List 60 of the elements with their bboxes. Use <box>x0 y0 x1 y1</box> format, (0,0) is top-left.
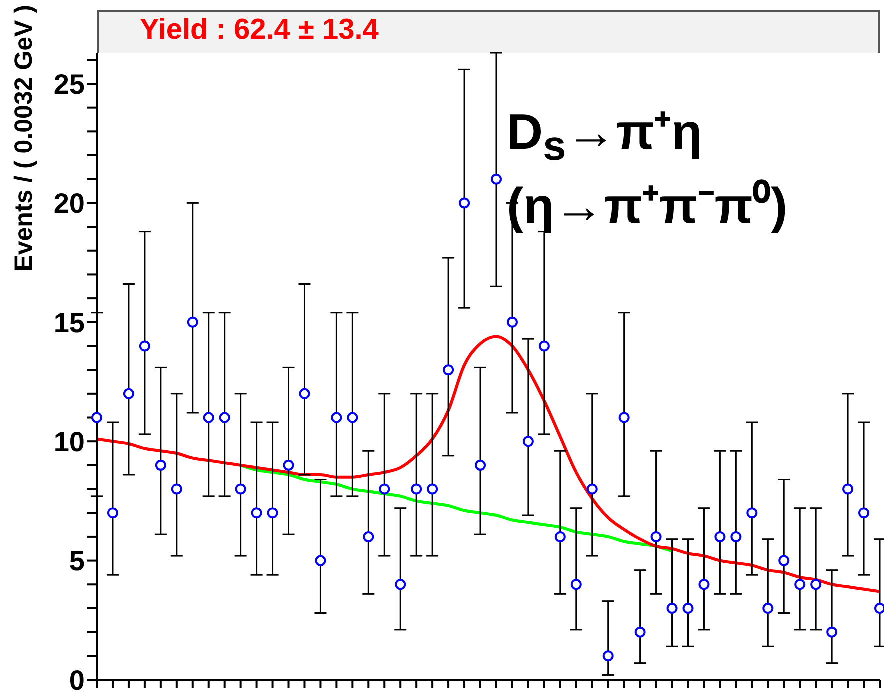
point <box>586 484 598 495</box>
point <box>443 364 454 376</box>
point <box>459 198 470 209</box>
point <box>347 412 358 424</box>
point <box>602 650 614 662</box>
point <box>810 579 822 590</box>
point <box>794 579 806 590</box>
y-axis-title: Events / ( 0.0032 GeV ) <box>10 5 38 272</box>
point <box>283 460 294 471</box>
point <box>762 602 774 614</box>
point <box>858 508 870 519</box>
point <box>219 412 230 424</box>
point <box>251 508 262 519</box>
point <box>363 531 374 542</box>
point <box>411 484 422 495</box>
point <box>826 626 838 638</box>
y-tick-label: 5 <box>69 546 85 577</box>
line-series <box>96 335 882 594</box>
point <box>92 412 102 424</box>
point <box>698 579 710 590</box>
point <box>203 412 214 424</box>
point <box>107 508 118 519</box>
point <box>475 460 486 471</box>
point <box>650 531 662 542</box>
point <box>267 508 278 519</box>
point <box>490 174 502 185</box>
point <box>379 484 390 495</box>
annotation: (η→π⁺π⁻π⁰) <box>507 177 788 236</box>
point <box>730 531 742 542</box>
point <box>315 555 326 566</box>
point <box>171 484 182 495</box>
point <box>522 436 534 448</box>
point <box>506 316 518 328</box>
point <box>187 316 198 328</box>
point <box>139 340 150 352</box>
point <box>299 388 310 400</box>
y-tick-label: 15 <box>54 307 85 338</box>
point <box>331 412 342 424</box>
point <box>778 555 790 566</box>
annotation: D$_{s}$→π⁺η <box>507 103 702 171</box>
text: Yield : 62.4 ± 13.4 <box>140 14 379 47</box>
point <box>554 531 566 542</box>
point <box>842 484 854 495</box>
point <box>538 340 550 352</box>
point <box>235 484 246 495</box>
y-tick-label: 25 <box>54 68 85 100</box>
point <box>714 531 726 542</box>
point <box>427 484 438 495</box>
point <box>618 412 630 424</box>
y-tick-label: 20 <box>54 188 85 220</box>
point <box>155 460 166 471</box>
point <box>682 602 694 614</box>
point <box>746 508 758 519</box>
point <box>634 626 646 638</box>
point <box>570 579 582 590</box>
y-tick-label: 10 <box>54 426 85 458</box>
point <box>395 579 406 590</box>
point <box>123 388 134 400</box>
point <box>666 602 678 614</box>
y-tick-label: 0 <box>69 664 85 696</box>
